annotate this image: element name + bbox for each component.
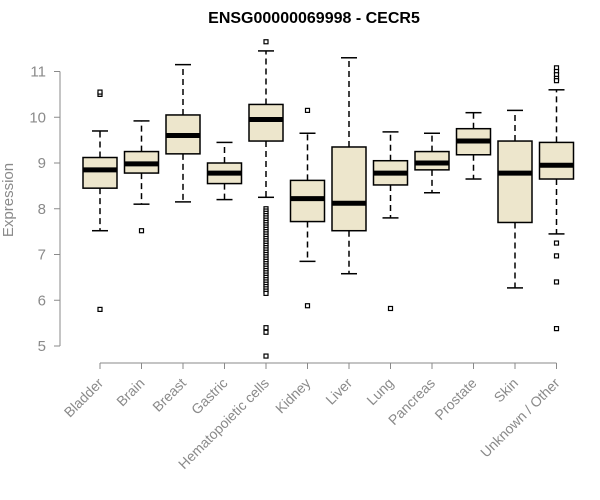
y-tick-label: 5 xyxy=(38,338,46,355)
box-group-brain xyxy=(123,120,160,234)
box-iqr xyxy=(538,141,575,180)
boxes xyxy=(82,39,575,359)
outlier-point xyxy=(553,78,560,84)
box-group-pancreas xyxy=(414,132,450,194)
outlier-point xyxy=(553,253,560,259)
box-iqr xyxy=(248,103,284,142)
box-group-gastric xyxy=(206,141,243,201)
x-tick-label: Lung xyxy=(363,375,396,408)
y-tick-label: 11 xyxy=(30,64,46,81)
box-group-kidney xyxy=(289,107,326,309)
box-group-breast xyxy=(165,63,201,203)
outlier-point xyxy=(97,89,103,95)
outlier-point xyxy=(138,228,145,234)
x-tick-label: Prostate xyxy=(431,375,479,423)
box-group-lung xyxy=(372,131,409,312)
outlier-point xyxy=(304,107,311,113)
box-iqr xyxy=(82,156,118,189)
box-group-hematopoietic-cells xyxy=(248,39,284,359)
box-iqr xyxy=(497,140,533,224)
outlier-point xyxy=(263,39,269,45)
box-iqr xyxy=(331,146,367,232)
outlier-point xyxy=(263,290,269,296)
y-tick-label: 7 xyxy=(38,247,46,264)
outlier-point xyxy=(553,326,560,332)
y-tick-label: 10 xyxy=(29,109,46,126)
x-tick-label: Unknown / Other xyxy=(477,375,563,461)
chart-title: ENSG00000069998 - CECR5 xyxy=(208,10,420,27)
y-tick-label: 8 xyxy=(38,201,46,218)
x-tick-label: Liver xyxy=(322,375,355,408)
x-tick-label: Breast xyxy=(149,375,189,415)
outlier-point xyxy=(97,306,103,312)
box-group-skin xyxy=(497,109,533,289)
outlier-point xyxy=(387,305,394,312)
x-tick-label: Bladder xyxy=(61,375,107,421)
outlier-point xyxy=(304,303,311,309)
y-tick-label: 9 xyxy=(38,155,46,172)
y-axis-label: Expression xyxy=(0,163,17,237)
y-tick-label: 6 xyxy=(38,292,46,309)
outlier-point xyxy=(553,279,560,285)
box-group-prostate xyxy=(455,111,492,180)
x-tick-label: Brain xyxy=(113,375,147,409)
box-group-liver xyxy=(331,57,367,275)
box-group-unknown-other xyxy=(538,65,575,332)
box-group-bladder xyxy=(82,89,118,312)
outlier-point xyxy=(263,325,269,331)
x-tick-label: Skin xyxy=(491,375,522,406)
x-tick-label: Kidney xyxy=(272,375,314,417)
outlier-point xyxy=(263,329,269,335)
outlier-point xyxy=(263,353,269,359)
outlier-point xyxy=(553,240,560,246)
